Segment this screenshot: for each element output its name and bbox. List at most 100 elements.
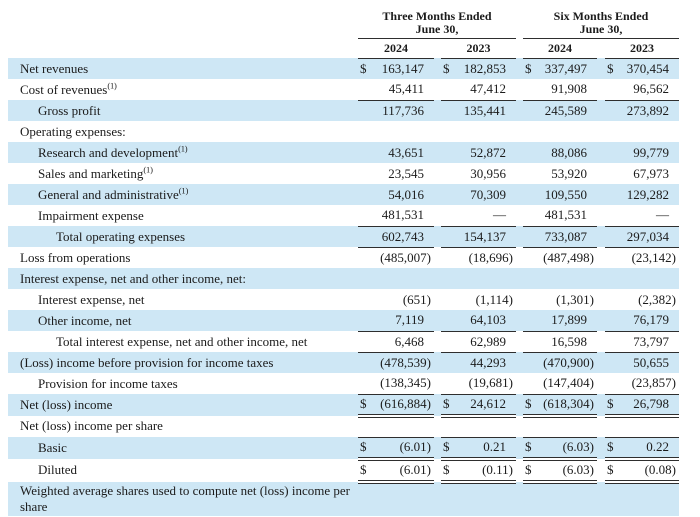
currency-symbol-cell xyxy=(358,163,372,184)
currency-symbol-cell: $ xyxy=(523,458,537,484)
column-gap xyxy=(516,58,523,79)
row-label: General and administrative(1) xyxy=(8,184,352,205)
column-gap xyxy=(434,331,441,352)
column-gap xyxy=(597,481,605,516)
value-cell: 297,034 xyxy=(619,226,680,248)
currency-symbol-cell xyxy=(605,515,619,517)
currency-symbol-cell xyxy=(605,79,619,101)
currency-symbol-cell xyxy=(441,226,455,248)
period-header-three-months: Three Months Ended June 30, xyxy=(358,5,516,39)
currency-symbol-cell xyxy=(605,100,619,121)
currency-symbol-cell: $ xyxy=(605,58,619,79)
currency-symbol-cell xyxy=(523,289,537,310)
currency-symbol-cell xyxy=(523,163,537,184)
currency-symbol-cell xyxy=(441,289,455,310)
row-label: Other income, net xyxy=(8,310,352,331)
currency-symbol-cell: $ xyxy=(523,394,537,418)
row-label: Weighted average shares used to compute … xyxy=(8,481,352,516)
value-cell: 30,956 xyxy=(470,165,506,181)
value-cell: (485,007) xyxy=(380,249,431,265)
header-spacer xyxy=(597,39,605,59)
currency-symbol-cell xyxy=(441,416,455,438)
value-cell: 6,468 xyxy=(372,331,434,353)
value-cell xyxy=(537,121,597,142)
currency-symbol-cell xyxy=(441,481,455,516)
period-header-row: Three Months Ended June 30, Six Months E… xyxy=(8,5,680,39)
value-cell: (470,900) xyxy=(537,352,597,373)
currency-symbol-cell xyxy=(605,352,619,373)
currency-symbol-cell xyxy=(358,184,372,205)
row-label: (Loss) income before provision for incom… xyxy=(8,352,352,373)
row-label: Sales and marketing(1) xyxy=(38,164,153,181)
row-label: Net revenues xyxy=(8,58,352,79)
value-cell: (23,857) xyxy=(619,373,680,395)
currency-symbol-cell: $ xyxy=(523,58,537,79)
value-cell: 16,598 xyxy=(537,331,597,353)
currency-symbol-cell: $ xyxy=(605,458,619,484)
row-label: Total operating expenses xyxy=(8,226,352,247)
value-cell: 53,920 xyxy=(551,165,587,181)
period-title-line2: June 30, xyxy=(579,21,623,36)
table-row: Other income, net 7,119 64,103 17,899 76,179 xyxy=(8,310,680,332)
column-gap xyxy=(597,205,605,226)
column-gap xyxy=(352,226,358,247)
column-gap xyxy=(434,373,441,394)
table-row: Basic $ (6.01) $0.21 $ (6.03) $0.22 xyxy=(8,436,680,461)
value-cell: 245,589 xyxy=(537,100,597,121)
column-gap xyxy=(516,394,523,416)
value-cell xyxy=(619,416,679,438)
table-row: Diluted $ (6.01) $ (0.11) $ (6.03) $ (0.08) xyxy=(8,458,680,484)
currency-symbol-cell xyxy=(605,247,619,268)
column-gap xyxy=(516,310,523,331)
row-label: Interest expense, net and other income, … xyxy=(8,268,352,289)
currency-symbol-cell: $ xyxy=(441,58,455,79)
value-cell xyxy=(619,481,680,516)
value-cell: 54,016 xyxy=(372,184,434,205)
column-gap xyxy=(434,142,441,163)
currency-symbol-cell xyxy=(358,205,372,227)
value-cell: (0.11) xyxy=(455,458,516,484)
currency-symbol-cell xyxy=(441,163,455,184)
value-cell: 602,743 xyxy=(372,226,434,248)
row-label: Research and development(1) xyxy=(8,142,352,163)
value-cell: 45,411 xyxy=(372,79,434,101)
period-header-six-months: Six Months Ended June 30, xyxy=(523,5,680,39)
value-cell: (478,539) xyxy=(372,352,434,373)
row-label: Cost of revenues(1) xyxy=(20,80,117,97)
column-gap xyxy=(597,121,605,142)
column-gap xyxy=(516,163,523,184)
column-gap xyxy=(434,416,441,438)
value-cell: 50,655 xyxy=(619,352,680,373)
value-cell: (616,884) xyxy=(372,394,434,418)
column-gap xyxy=(597,100,605,121)
value-cell: (147,404) xyxy=(537,373,597,395)
year-header: 2023 xyxy=(605,38,680,59)
currency-symbol-cell xyxy=(358,142,372,163)
header-spacer xyxy=(434,39,441,59)
table-row: Provision for income taxes (138,345) (19,6… xyxy=(8,373,680,395)
currency-symbol-cell xyxy=(523,100,537,121)
column-gap xyxy=(597,352,605,373)
column-gap xyxy=(516,459,523,482)
value-cell: — xyxy=(619,205,680,227)
period-title-line1: Three Months Ended xyxy=(382,9,492,23)
column-gap xyxy=(434,394,441,416)
currency-symbol-cell xyxy=(358,331,372,353)
value-cell xyxy=(455,121,516,142)
column-gap xyxy=(516,331,523,352)
value-cell xyxy=(619,268,680,289)
column-gap xyxy=(352,481,358,516)
currency-symbol-cell xyxy=(523,205,537,227)
column-gap xyxy=(516,481,523,516)
currency-symbol-cell xyxy=(523,352,537,373)
row-label: Interest expense, net xyxy=(38,291,145,307)
column-gap xyxy=(434,184,441,205)
row-label: Net (loss) income xyxy=(8,394,352,416)
value-cell: (6.01) xyxy=(372,458,434,484)
value-cell: (23,142) xyxy=(631,249,677,265)
table-body: Net revenues $163,147 $182,853 $337,497 $370… xyxy=(8,58,680,517)
column-gap xyxy=(434,459,441,482)
footnote-ref: (1) xyxy=(178,185,189,196)
value-cell: 88,086 xyxy=(537,142,597,163)
currency-symbol-cell xyxy=(523,373,537,395)
